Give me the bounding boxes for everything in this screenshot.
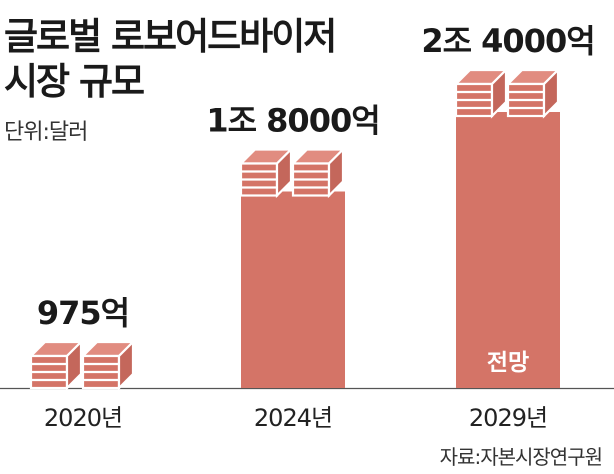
- bill-stack-side: [275, 146, 293, 199]
- chart-title-line1: 글로벌 로보어드바이저: [4, 15, 337, 58]
- bar-group-2024년: [238, 146, 346, 388]
- bar-group-2029년: [453, 67, 561, 388]
- projection-label: 전망: [487, 350, 529, 376]
- bar-group-2020년: [28, 339, 136, 391]
- bill-stack-side: [65, 339, 83, 391]
- data-label: 975억: [37, 294, 129, 332]
- x-tick-label: 2020년: [44, 404, 122, 432]
- bill-stack-icon: [453, 67, 561, 119]
- bill-stack-side: [542, 67, 560, 119]
- bill-stack-icon: [28, 339, 136, 391]
- chart-title-line2: 시장 규모: [4, 60, 145, 103]
- source-label: 자료:자본시장연구원: [439, 445, 603, 469]
- chart-title: 글로벌 로보어드바이저 시장 규모: [4, 14, 337, 104]
- unit-label: 단위:달러: [4, 120, 88, 145]
- bar: [241, 191, 345, 388]
- x-tick-label: 2029년: [469, 404, 547, 432]
- data-label: 2조 4000억: [421, 22, 594, 60]
- bill-stack-side: [490, 67, 508, 119]
- bill-stack-side: [327, 146, 345, 199]
- bar: [456, 112, 560, 388]
- bill-stack-side: [117, 339, 135, 391]
- x-tick-label: 2024년: [254, 404, 332, 432]
- data-label: 1조 8000억: [206, 102, 379, 140]
- bill-stack-icon: [238, 146, 346, 199]
